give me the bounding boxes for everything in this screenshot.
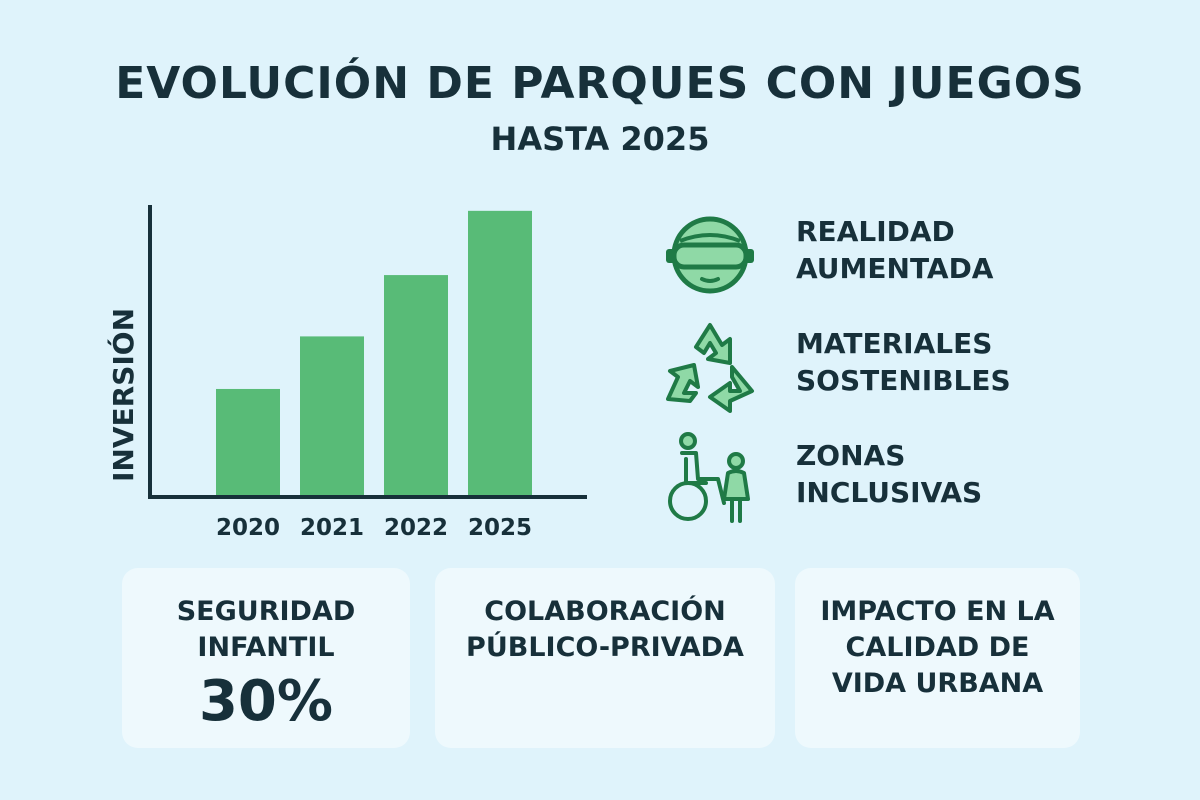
x-tick-label-2022: 2022 (384, 515, 448, 541)
page-title: EVOLUCIÓN DE PARQUES CON JUEGOS (115, 58, 1085, 109)
features-list: REALIDAD AUMENTADA MATERIALES SOSTENIBLE… (660, 205, 1120, 541)
page-subtitle: HASTA 2025 (490, 120, 710, 158)
bar-2022 (384, 275, 448, 497)
card-value: 30% (198, 669, 334, 734)
card-label: CALIDAD DE (845, 632, 1030, 663)
card-label: INFANTIL (197, 632, 335, 663)
x-tick-label-2021: 2021 (300, 515, 364, 541)
bar-2020 (216, 388, 280, 497)
wheelchair-child-icon (668, 432, 750, 523)
card-label: SEGURIDAD (176, 596, 356, 627)
card-child-safety: SEGURIDAD INFANTIL 30% (122, 568, 410, 748)
bar-2025 (468, 210, 532, 497)
bar-2021 (300, 336, 364, 497)
card-label: IMPACTO EN LA (820, 596, 1055, 627)
card-public-private: COLABORACIÓN PÚBLICO-PRIVADA (435, 568, 775, 748)
card-urban-impact: IMPACTO EN LA CALIDAD DE VIDA URBANA (795, 568, 1080, 748)
card-label: PÚBLICO-PRIVADA (466, 632, 744, 663)
feature-label: REALIDAD AUMENTADA (796, 215, 994, 285)
feature-label: ZONAS INCLUSIVAS (796, 439, 983, 509)
card-label: VIDA URBANA (831, 668, 1044, 699)
feature-augmented-reality: REALIDAD AUMENTADA (660, 205, 1120, 317)
feature-sustainable-materials: MATERIALES SOSTENIBLES (660, 317, 1120, 429)
x-tick-label-2025: 2025 (468, 515, 532, 541)
investment-bar-chart: INVERSIÓN 2020 2021 2022 2025 (106, 205, 587, 541)
card-label: COLABORACIÓN (484, 596, 726, 627)
feature-inclusive-zones: ZONAS INCLUSIVAS (660, 429, 1120, 541)
feature-label: MATERIALES SOSTENIBLES (796, 327, 1011, 397)
y-axis-label: INVERSIÓN (106, 308, 140, 482)
recycle-icon (666, 323, 754, 413)
x-tick-label-2020: 2020 (216, 515, 280, 541)
vr-headset-icon (666, 216, 754, 294)
